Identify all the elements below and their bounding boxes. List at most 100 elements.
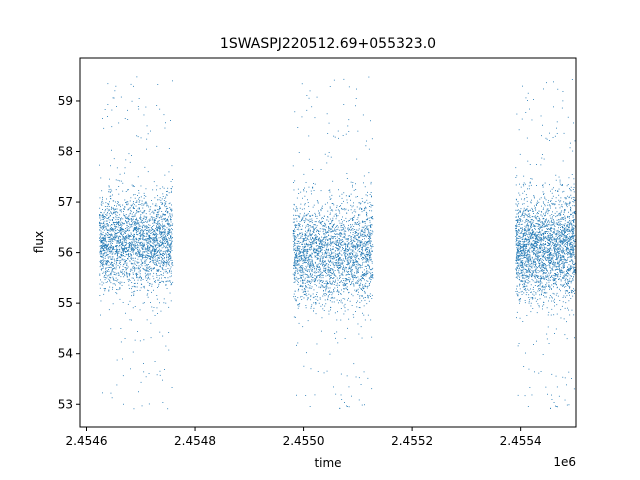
- data-point: [342, 271, 344, 273]
- data-point: [105, 227, 107, 229]
- data-point: [120, 221, 122, 223]
- data-point: [146, 259, 148, 261]
- data-point: [149, 256, 151, 258]
- data-point: [303, 252, 304, 254]
- data-point: [157, 242, 159, 244]
- data-point: [298, 246, 300, 248]
- data-point: [360, 233, 361, 235]
- data-point: [305, 215, 307, 217]
- data-point: [159, 239, 161, 241]
- data-point: [162, 255, 164, 257]
- data-point: [170, 284, 172, 286]
- data-point: [342, 247, 343, 248]
- data-point: [110, 241, 112, 243]
- data-point: [102, 234, 104, 236]
- data-point: [162, 232, 164, 234]
- data-point: [339, 206, 341, 207]
- data-point: [125, 228, 126, 229]
- data-point: [312, 264, 314, 266]
- data-point: [341, 227, 343, 228]
- data-point: [139, 208, 140, 210]
- data-point: [313, 302, 315, 304]
- data-point: [364, 208, 365, 209]
- data-point: [319, 247, 321, 248]
- data-point: [363, 243, 365, 245]
- data-point: [344, 282, 345, 284]
- data-point: [294, 225, 296, 226]
- data-point: [315, 250, 317, 252]
- data-point: [102, 223, 104, 225]
- data-point: [311, 218, 313, 220]
- data-point: [364, 279, 365, 281]
- data-point: [358, 267, 360, 268]
- data-point: [347, 239, 349, 241]
- data-point: [347, 220, 349, 222]
- data-point: [342, 269, 344, 271]
- data-point: [315, 248, 317, 250]
- data-point: [137, 240, 139, 242]
- data-point: [326, 162, 328, 164]
- data-point: [151, 228, 153, 229]
- data-point: [109, 201, 110, 203]
- data-point: [111, 262, 113, 263]
- data-point: [352, 253, 354, 255]
- data-point: [143, 235, 144, 237]
- data-point: [158, 243, 160, 245]
- data-point: [311, 234, 313, 235]
- data-point: [111, 229, 113, 231]
- data-point: [342, 284, 344, 286]
- data-point: [137, 221, 139, 223]
- data-point: [147, 273, 149, 275]
- data-point: [303, 189, 304, 191]
- data-point: [128, 208, 129, 210]
- data-point: [133, 194, 134, 196]
- data-point: [110, 259, 112, 260]
- data-point: [124, 273, 125, 275]
- data-point: [133, 233, 135, 235]
- data-point: [157, 222, 159, 224]
- data-point: [329, 214, 331, 215]
- data-point: [359, 203, 361, 205]
- data-point: [317, 253, 319, 255]
- data-point: [168, 280, 170, 282]
- data-point: [309, 247, 311, 249]
- data-point: [125, 253, 127, 255]
- data-point: [124, 249, 125, 250]
- data-point: [124, 250, 126, 252]
- data-point: [124, 118, 126, 119]
- data-point: [311, 243, 313, 245]
- data-point: [139, 217, 140, 219]
- data-point: [328, 268, 330, 270]
- data-point: [340, 299, 342, 301]
- data-point: [167, 234, 168, 236]
- data-point: [153, 224, 155, 226]
- data-point: [124, 206, 126, 208]
- data-point: [352, 277, 354, 278]
- data-point: [162, 281, 164, 282]
- data-point: [157, 256, 159, 258]
- data-point: [168, 228, 170, 230]
- data-point: [170, 181, 172, 182]
- data-point: [354, 257, 356, 259]
- data-point: [130, 262, 132, 264]
- data-point: [348, 318, 350, 320]
- data-point: [357, 270, 359, 272]
- data-point: [313, 229, 315, 230]
- data-point: [169, 246, 170, 248]
- data-point: [370, 296, 371, 297]
- data-point: [113, 222, 114, 224]
- data-point: [341, 259, 343, 261]
- data-point: [164, 214, 166, 216]
- data-point: [294, 266, 296, 268]
- data-point: [112, 251, 114, 253]
- data-point: [331, 252, 333, 254]
- data-point: [314, 270, 316, 272]
- data-point: [335, 255, 336, 257]
- data-point: [138, 250, 140, 252]
- data-point: [330, 227, 332, 229]
- data-point: [110, 188, 112, 190]
- data-point: [299, 268, 301, 270]
- data-point: [349, 278, 351, 280]
- data-point: [103, 261, 105, 262]
- data-point: [150, 302, 151, 303]
